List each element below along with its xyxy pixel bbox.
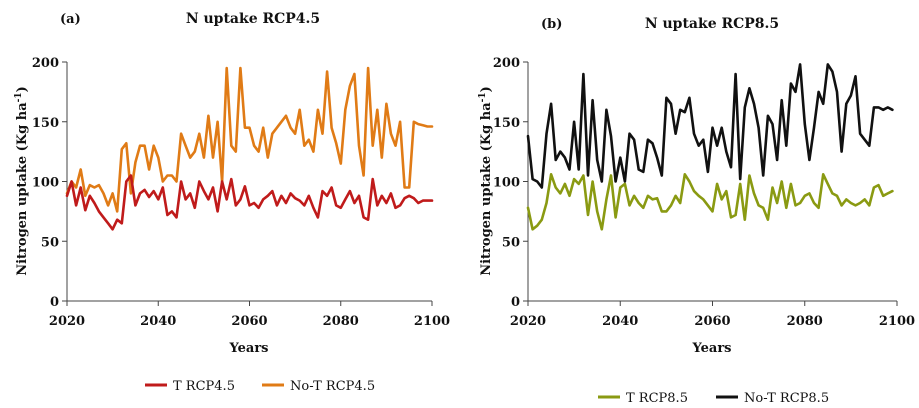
x-tick-label: 2100 bbox=[414, 314, 450, 329]
y-tick-label: 100 bbox=[493, 176, 520, 191]
x-tick-label: 2040 bbox=[140, 314, 176, 329]
legend-label: No-T RCP8.5 bbox=[744, 391, 829, 406]
series-line-no-t-rcp8-5 bbox=[526, 63, 894, 189]
x-axis-title: Years bbox=[691, 341, 731, 356]
series-line-t-rcp8-5 bbox=[526, 173, 894, 231]
legend-label: T RCP4.5 bbox=[173, 379, 235, 394]
y-axis-title-sup: -1 bbox=[478, 92, 488, 102]
y-axis-title-sup: -1 bbox=[14, 92, 24, 102]
x-tick-label: 2080 bbox=[787, 314, 823, 329]
y-tick-label: 200 bbox=[32, 56, 59, 71]
y-tick-label: 0 bbox=[50, 295, 59, 310]
y-axis-title-main: Nitrogen uptake (Kg ha bbox=[15, 102, 30, 276]
x-tick-label: 2060 bbox=[694, 314, 730, 329]
legend-label: T RCP8.5 bbox=[626, 391, 688, 406]
y-tick-label: 150 bbox=[493, 116, 520, 131]
panel-b: (b) N uptake RCP8.5 0 50 100 150 200 2020 2040 20… bbox=[478, 16, 915, 406]
chart-title: N uptake RCP4.5 bbox=[186, 11, 320, 27]
series-line-t-rcp4-5 bbox=[65, 174, 434, 231]
y-tick-label: 100 bbox=[32, 176, 59, 191]
x-tick-label: 2060 bbox=[231, 314, 267, 329]
chart-title: N uptake RCP8.5 bbox=[645, 16, 779, 32]
y-tick-label: 0 bbox=[511, 295, 520, 310]
y-tick-label: 200 bbox=[493, 56, 520, 71]
x-tick-label: 2100 bbox=[879, 314, 915, 329]
y-axis-title: Nitrogen uptake (Kg ha-1) bbox=[14, 86, 30, 276]
y-tick-label: 50 bbox=[502, 235, 520, 250]
y-axis-title-main: Nitrogen uptake (Kg ha bbox=[479, 102, 494, 276]
y-axis-title: Nitrogen uptake (Kg ha-1) bbox=[478, 86, 494, 276]
x-tick-label: 2020 bbox=[49, 314, 85, 329]
x-tick-label: 2080 bbox=[323, 314, 359, 329]
y-axis-title-close: ) bbox=[15, 86, 30, 92]
legend-label: No-T RCP4.5 bbox=[290, 379, 375, 394]
y-tick-label: 50 bbox=[41, 235, 59, 250]
x-tick-label: 2040 bbox=[602, 314, 638, 329]
y-tick-label: 150 bbox=[32, 116, 59, 131]
y-axis-title-close: ) bbox=[479, 86, 494, 92]
panel-label: (b) bbox=[541, 17, 562, 32]
x-axis-title: Years bbox=[228, 341, 268, 356]
panel-a: (a) N uptake RCP4.5 0 50 100 150 200 2020 2040 20… bbox=[14, 11, 450, 394]
x-tick-label: 2020 bbox=[510, 314, 546, 329]
panel-label: (a) bbox=[60, 12, 81, 27]
series-line-no-t-rcp4-5 bbox=[65, 66, 434, 213]
